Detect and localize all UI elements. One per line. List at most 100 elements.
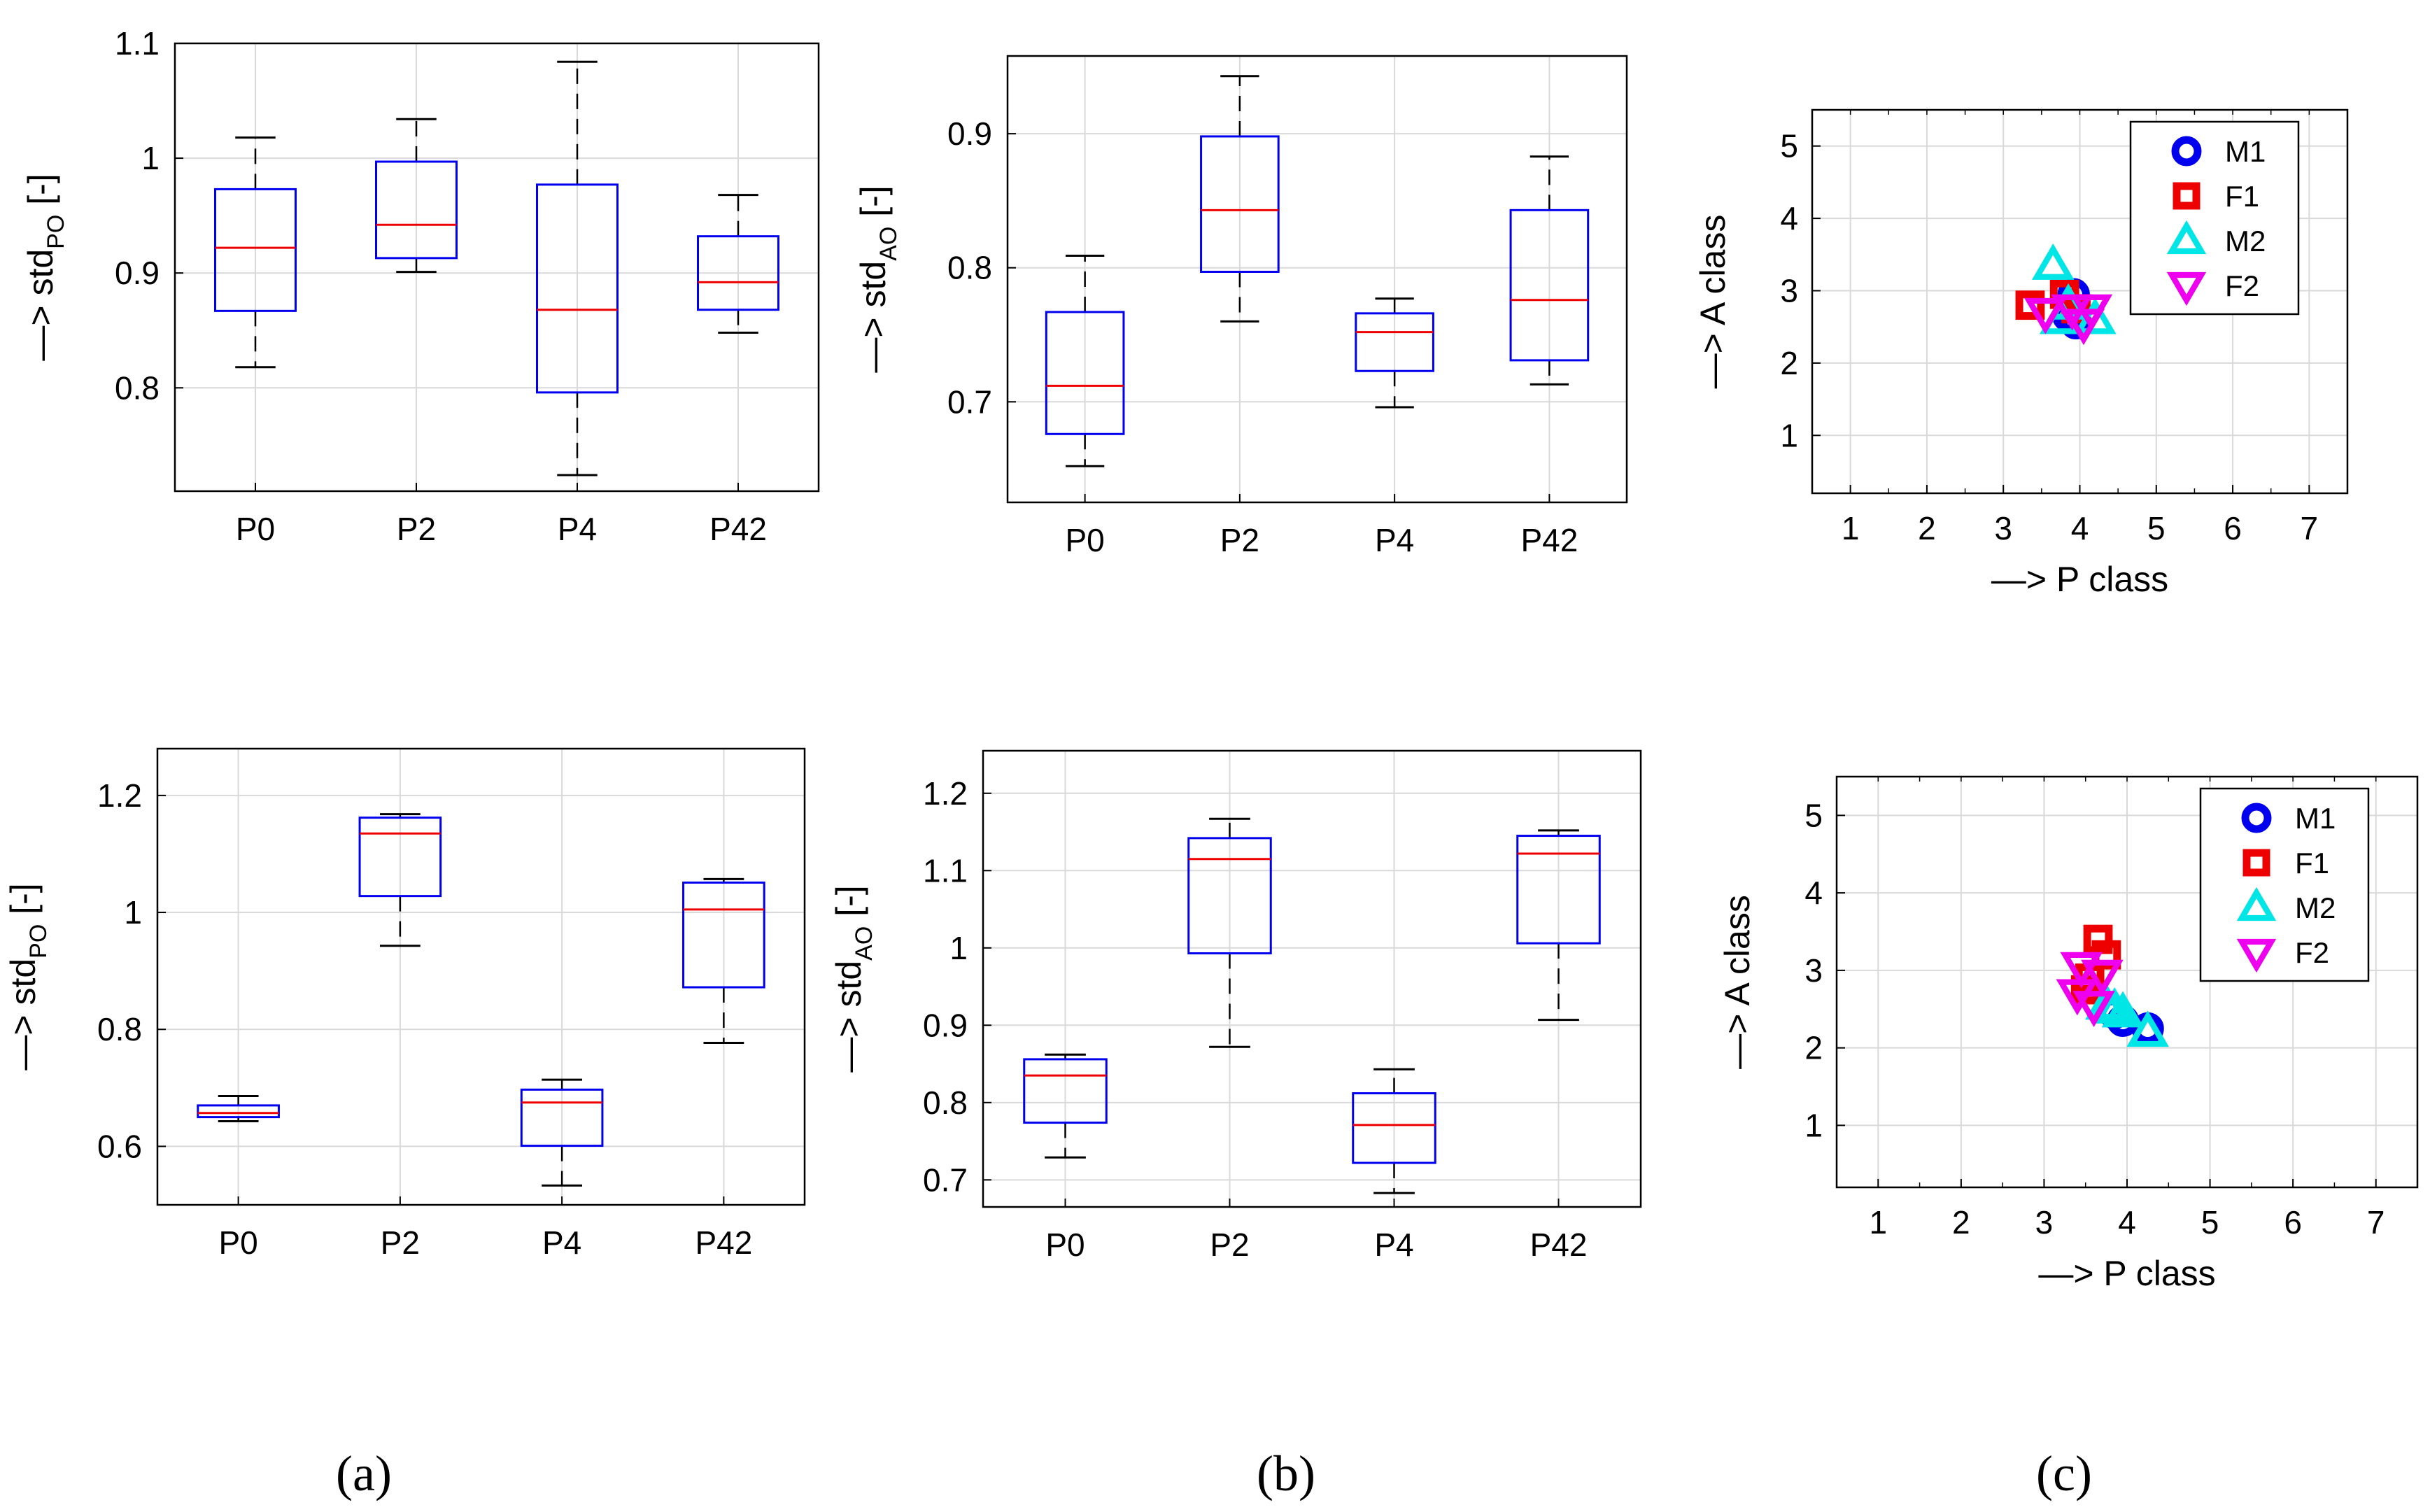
y-tick-label: 0.8 bbox=[115, 369, 160, 406]
legend-marker-F2 bbox=[2236, 938, 2277, 973]
x-tick-label: 3 bbox=[2035, 1204, 2054, 1241]
iqr-box bbox=[1355, 312, 1434, 372]
panel-b-top-boxplot: 0.7 0.8 0.9 P0 P2 P4 P42 —> stdAO [-] bbox=[854, 55, 1628, 558]
box-P4 bbox=[536, 60, 619, 476]
x-tick-label: P42 bbox=[695, 1224, 752, 1261]
y-tick-label: 5 bbox=[1804, 797, 1823, 833]
y-tick-label: 1 bbox=[1780, 417, 1798, 453]
series-F2 bbox=[2056, 952, 2124, 1028]
axes-frame bbox=[1835, 775, 2419, 1189]
x-tick-label: P0 bbox=[236, 511, 275, 547]
y-tick-label: 0.6 bbox=[97, 1128, 142, 1164]
box-P4 bbox=[520, 1078, 604, 1187]
axes-frame bbox=[1811, 108, 2349, 495]
x-tick-label: 6 bbox=[2224, 510, 2242, 546]
box-P42 bbox=[1516, 829, 1601, 1022]
legend-marker-F1 bbox=[2242, 849, 2270, 877]
box-P0 bbox=[1045, 254, 1125, 467]
legend-item-F1: F1 bbox=[2242, 847, 2329, 879]
legend-label-F1: F1 bbox=[2225, 180, 2259, 213]
axes-frame bbox=[156, 747, 806, 1206]
y-axis-label-unit: [-] bbox=[21, 174, 60, 214]
x-tick-label: P4 bbox=[1375, 522, 1414, 558]
legend-item-F2: F2 bbox=[2166, 269, 2259, 306]
box-P2 bbox=[375, 118, 458, 274]
y-tick-label: 3 bbox=[1804, 952, 1823, 989]
legend-item-M2: M2 bbox=[2236, 886, 2336, 924]
x-tick-label: 2 bbox=[1918, 510, 1936, 546]
legend: M1 F1 M2 F2 bbox=[2129, 120, 2300, 316]
y-tick-label: 1.2 bbox=[97, 777, 142, 814]
legend-item-M1: M1 bbox=[2171, 135, 2266, 168]
legend-marker-M2 bbox=[2236, 886, 2277, 921]
legend-marker-F2 bbox=[2166, 271, 2207, 306]
y-tick-label: 0.8 bbox=[923, 1084, 968, 1121]
y-tick-label: 3 bbox=[1780, 272, 1798, 309]
iqr-box bbox=[1187, 837, 1272, 955]
iqr-box bbox=[358, 817, 442, 898]
box-P2 bbox=[1187, 817, 1272, 1048]
x-tick-label: P42 bbox=[1520, 522, 1578, 558]
caption-a: (a) bbox=[336, 1446, 392, 1502]
axes-frame bbox=[1006, 55, 1628, 504]
box-P42 bbox=[697, 194, 779, 334]
legend: M1 F1 M2 F2 bbox=[2199, 787, 2370, 982]
y-axis-label-subscript: PO bbox=[25, 924, 52, 959]
point-F2 bbox=[2081, 959, 2124, 996]
box-P4 bbox=[1355, 297, 1434, 409]
x-tick-label: 5 bbox=[2147, 510, 2166, 546]
legend-label-F1: F1 bbox=[2295, 847, 2329, 879]
box-P42 bbox=[1509, 155, 1590, 386]
iqr-box bbox=[1045, 311, 1125, 435]
y-axis-label: —> stdAO [-] bbox=[854, 185, 902, 372]
legend-label-M1: M1 bbox=[2225, 135, 2266, 168]
y-tick-label: 0.9 bbox=[115, 255, 160, 291]
legend-label-M2: M2 bbox=[2295, 891, 2336, 924]
x-tick-label: 6 bbox=[2284, 1204, 2302, 1241]
x-tick-label: 2 bbox=[1952, 1204, 1970, 1241]
x-tick-label: P0 bbox=[218, 1224, 257, 1261]
y-axis-label: —> stdAO [-] bbox=[829, 885, 877, 1072]
y-axis-label-subscript: AO bbox=[851, 926, 877, 961]
x-tick-label: 4 bbox=[2071, 510, 2089, 546]
y-tick-label: 1 bbox=[141, 140, 160, 176]
x-tick-label: P2 bbox=[1210, 1227, 1249, 1263]
point-M2 bbox=[2126, 1010, 2169, 1047]
legend-label-M1: M1 bbox=[2295, 802, 2336, 835]
iqr-box bbox=[214, 188, 297, 312]
y-axis-label-subscript: AO bbox=[875, 227, 902, 261]
y-tick-label: 4 bbox=[1804, 875, 1823, 911]
x-tick-label: 7 bbox=[2301, 510, 2319, 546]
x-tick-label: 3 bbox=[1994, 510, 2012, 546]
legend-item-M1: M1 bbox=[2241, 802, 2336, 835]
y-tick-label: 0.8 bbox=[947, 250, 992, 286]
point-F2 bbox=[2072, 991, 2115, 1028]
iqr-box bbox=[197, 1104, 280, 1119]
y-axis-label-subscript: PO bbox=[43, 215, 69, 249]
legend-marker-M1 bbox=[2171, 136, 2202, 167]
point-M2 bbox=[2085, 983, 2128, 1020]
x-tick-label: P42 bbox=[709, 511, 767, 547]
x-tick-label: P0 bbox=[1065, 522, 1104, 558]
x-tick-label: 7 bbox=[2367, 1204, 2385, 1241]
y-tick-label: 1.1 bbox=[115, 25, 160, 62]
x-tick-label: 1 bbox=[1869, 1204, 1887, 1241]
y-tick-label: 0.7 bbox=[923, 1161, 968, 1198]
iqr-box bbox=[1352, 1092, 1436, 1164]
y-axis-label-unit: [-] bbox=[829, 885, 868, 926]
y-tick-label: 1 bbox=[1804, 1107, 1823, 1143]
panel-c-bottom-scatter: 1 2 3 4 5 1 2 3 4 5 6 7 M1 F1 M2 F2 —> P class —> A class bbox=[1718, 775, 2419, 1293]
panel-b-bottom-boxplot: 0.7 0.8 0.9 1 1.1 1.2 P0 P2 P4 P42 —> stdAO [-] bbox=[829, 749, 1642, 1263]
series-M2 bbox=[2085, 983, 2169, 1047]
iqr-box bbox=[697, 235, 779, 311]
box-P0 bbox=[1023, 1053, 1108, 1159]
y-axis-label-main: —> std bbox=[829, 961, 868, 1073]
point-F2 bbox=[2070, 294, 2113, 331]
box-P2 bbox=[1200, 75, 1280, 323]
y-tick-label: 4 bbox=[1780, 200, 1798, 236]
x-tick-label: 1 bbox=[1842, 510, 1860, 546]
legend-marker-M2 bbox=[2166, 220, 2207, 255]
point-M2 bbox=[2031, 243, 2075, 280]
legend-item-M2: M2 bbox=[2166, 220, 2266, 257]
iqr-box bbox=[375, 160, 458, 260]
